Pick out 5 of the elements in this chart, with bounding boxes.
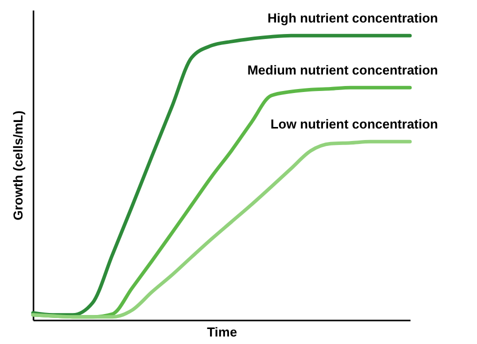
- series-label: Medium nutrient concentration: [247, 62, 438, 78]
- series-label: Low nutrient concentration: [270, 116, 438, 132]
- x-axis-title: Time: [206, 324, 238, 340]
- series-label: High nutrient concentration: [268, 10, 438, 26]
- y-axis-title: Growth (cells/mL): [10, 110, 26, 220]
